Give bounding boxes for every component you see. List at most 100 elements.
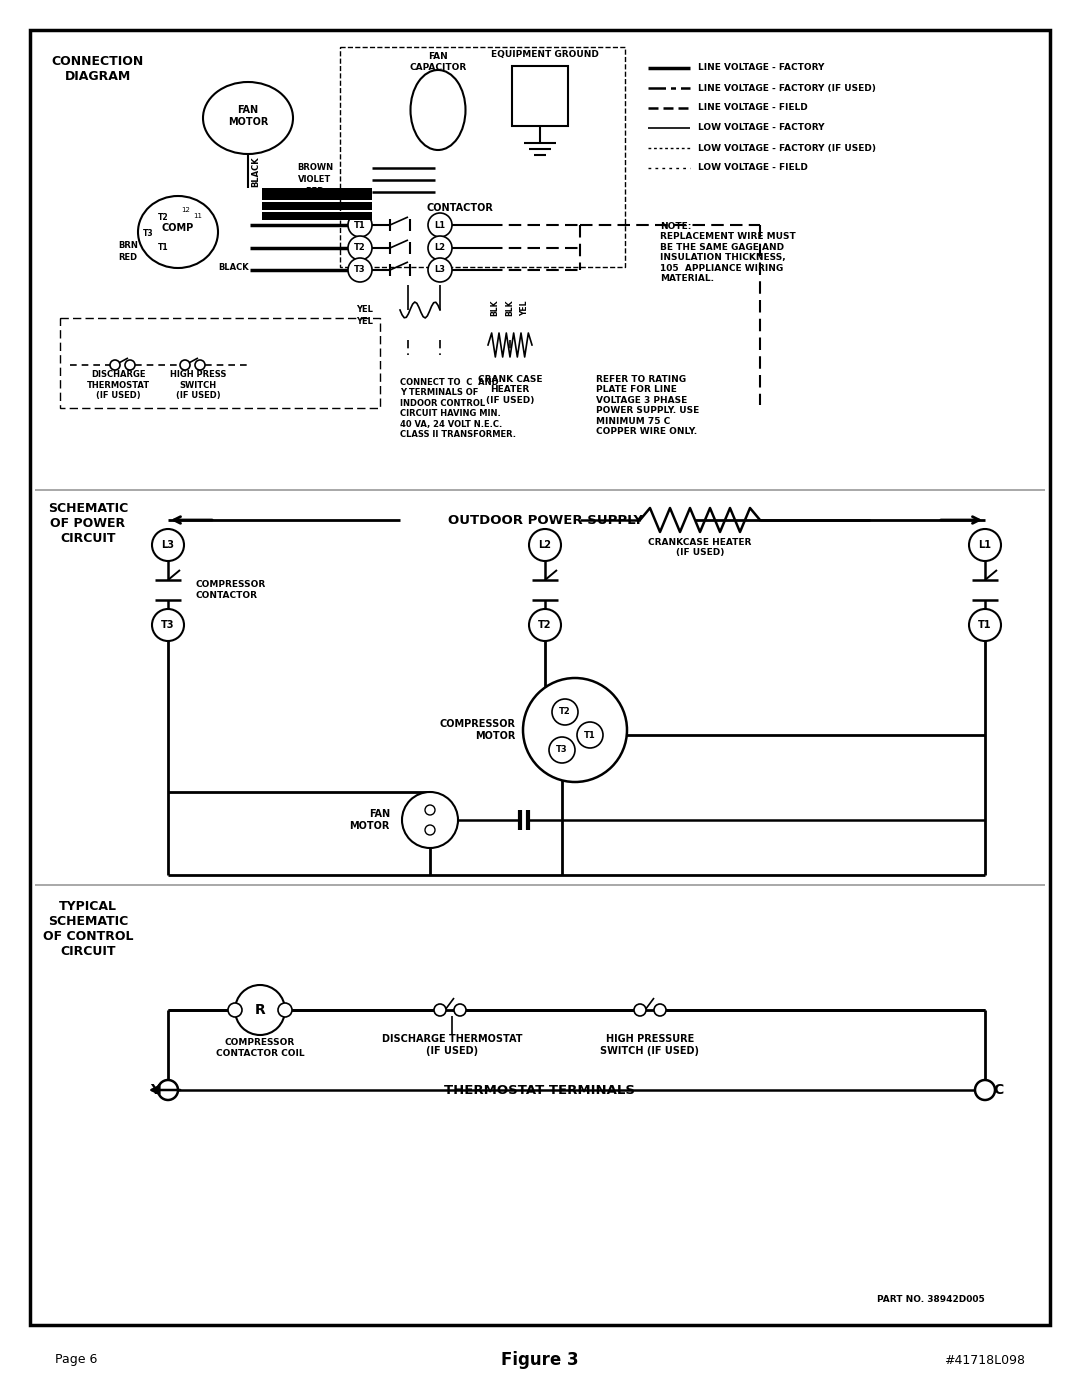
Text: DISCHARGE THERMOSTAT
(IF USED): DISCHARGE THERMOSTAT (IF USED) xyxy=(381,1034,523,1056)
Circle shape xyxy=(426,805,435,814)
Circle shape xyxy=(523,678,627,782)
Text: EQUIPMENT GROUND: EQUIPMENT GROUND xyxy=(491,50,599,60)
Text: L2: L2 xyxy=(434,243,446,253)
Text: T2: T2 xyxy=(538,620,552,630)
Text: DISCHARGE
THERMOSTAT
(IF USED): DISCHARGE THERMOSTAT (IF USED) xyxy=(86,370,149,400)
Text: T1: T1 xyxy=(158,243,168,253)
Circle shape xyxy=(969,609,1001,641)
Text: T3: T3 xyxy=(354,265,366,274)
Text: CONNECTION
DIAGRAM: CONNECTION DIAGRAM xyxy=(52,54,144,82)
Text: LINE VOLTAGE - FIELD: LINE VOLTAGE - FIELD xyxy=(698,103,808,113)
Text: #41718L098: #41718L098 xyxy=(944,1354,1025,1366)
Circle shape xyxy=(577,722,603,747)
Bar xyxy=(60,319,380,408)
Text: L3: L3 xyxy=(434,265,446,274)
Text: YEL: YEL xyxy=(356,306,374,314)
Text: T3: T3 xyxy=(556,746,568,754)
Text: FAN
CAPACITOR: FAN CAPACITOR xyxy=(409,52,467,71)
Text: Y: Y xyxy=(150,1083,160,1097)
Text: L2: L2 xyxy=(539,541,552,550)
Circle shape xyxy=(110,360,120,370)
Text: BRN: BRN xyxy=(118,240,138,250)
Circle shape xyxy=(180,360,190,370)
Bar xyxy=(262,212,372,219)
Bar xyxy=(340,47,625,267)
Text: RED: RED xyxy=(306,187,325,197)
Text: T1: T1 xyxy=(354,221,366,229)
Text: Page 6: Page 6 xyxy=(55,1354,97,1366)
Text: 12: 12 xyxy=(181,207,190,212)
Text: COMPRESSOR
CONTACTOR COIL: COMPRESSOR CONTACTOR COIL xyxy=(216,1038,305,1058)
Circle shape xyxy=(152,529,184,562)
Circle shape xyxy=(454,1004,465,1016)
Circle shape xyxy=(348,258,372,282)
Circle shape xyxy=(552,698,578,725)
Circle shape xyxy=(975,1080,995,1099)
Text: T1: T1 xyxy=(978,620,991,630)
Text: HIGH PRESSURE
SWITCH (IF USED): HIGH PRESSURE SWITCH (IF USED) xyxy=(600,1034,700,1056)
Circle shape xyxy=(428,212,453,237)
Circle shape xyxy=(235,985,285,1035)
Ellipse shape xyxy=(203,82,293,154)
Text: T1: T1 xyxy=(584,731,596,739)
Text: C: C xyxy=(993,1083,1003,1097)
Text: BLK: BLK xyxy=(505,300,514,316)
Circle shape xyxy=(549,738,575,763)
Ellipse shape xyxy=(138,196,218,268)
Circle shape xyxy=(434,1004,446,1016)
Text: LOW VOLTAGE - FIELD: LOW VOLTAGE - FIELD xyxy=(698,163,808,172)
Text: FAN
MOTOR: FAN MOTOR xyxy=(350,809,390,831)
Text: LOW VOLTAGE - FACTORY: LOW VOLTAGE - FACTORY xyxy=(698,123,824,133)
Text: T2: T2 xyxy=(559,707,571,717)
Circle shape xyxy=(402,792,458,848)
Circle shape xyxy=(228,1003,242,1017)
Text: T3: T3 xyxy=(143,229,153,237)
Text: NOTE:
REPLACEMENT WIRE MUST
BE THE SAME GAGE AND
INSULATION THICKNESS,
105  APPL: NOTE: REPLACEMENT WIRE MUST BE THE SAME … xyxy=(660,222,796,284)
Ellipse shape xyxy=(410,70,465,149)
Circle shape xyxy=(428,258,453,282)
Circle shape xyxy=(195,360,205,370)
Text: L3: L3 xyxy=(162,541,175,550)
Text: FAN
MOTOR: FAN MOTOR xyxy=(228,105,268,127)
Text: THERMOSTAT TERMINALS: THERMOSTAT TERMINALS xyxy=(445,1084,635,1097)
Text: COMP: COMP xyxy=(162,224,194,233)
Circle shape xyxy=(348,236,372,260)
Text: TYPICAL
SCHEMATIC
OF CONTROL
CIRCUIT: TYPICAL SCHEMATIC OF CONTROL CIRCUIT xyxy=(43,900,133,958)
Bar xyxy=(262,189,372,200)
Circle shape xyxy=(428,236,453,260)
Text: T3: T3 xyxy=(161,620,175,630)
Circle shape xyxy=(125,360,135,370)
Text: T2: T2 xyxy=(354,243,366,253)
Circle shape xyxy=(529,609,561,641)
Text: CRANK CASE
HEATER
(IF USED): CRANK CASE HEATER (IF USED) xyxy=(477,374,542,405)
Bar xyxy=(512,66,568,126)
Text: REFER TO RATING
PLATE FOR LINE
VOLTAGE 3 PHASE
POWER SUPPLY. USE
MINIMUM 75 C
CO: REFER TO RATING PLATE FOR LINE VOLTAGE 3… xyxy=(596,374,699,436)
Text: YEL: YEL xyxy=(521,300,529,316)
Text: LOW VOLTAGE - FACTORY (IF USED): LOW VOLTAGE - FACTORY (IF USED) xyxy=(698,144,876,152)
Text: PART NO. 38942D005: PART NO. 38942D005 xyxy=(877,1295,985,1305)
Circle shape xyxy=(969,529,1001,562)
Circle shape xyxy=(348,212,372,237)
Text: T2: T2 xyxy=(158,214,168,222)
Text: OUTDOOR POWER SUPPLY: OUTDOOR POWER SUPPLY xyxy=(447,514,643,527)
Text: COMPRESSOR
MOTOR: COMPRESSOR MOTOR xyxy=(438,719,515,740)
Text: Figure 3: Figure 3 xyxy=(501,1351,579,1369)
Text: HIGH PRESS
SWITCH
(IF USED): HIGH PRESS SWITCH (IF USED) xyxy=(170,370,226,400)
Text: L1: L1 xyxy=(434,221,446,229)
Text: BLACK: BLACK xyxy=(252,156,260,187)
Text: BLK: BLK xyxy=(490,300,499,316)
Text: CONNECT TO  C  AND
Y TERMINALS OF
INDOOR CONTROL
CIRCUIT HAVING MIN.
40 VA, 24 V: CONNECT TO C AND Y TERMINALS OF INDOOR C… xyxy=(400,379,516,439)
Circle shape xyxy=(529,529,561,562)
Circle shape xyxy=(278,1003,292,1017)
Circle shape xyxy=(158,1080,178,1099)
Text: LINE VOLTAGE - FACTORY (IF USED): LINE VOLTAGE - FACTORY (IF USED) xyxy=(698,84,876,92)
Text: CONTACTOR: CONTACTOR xyxy=(427,203,494,212)
Circle shape xyxy=(654,1004,666,1016)
Text: VIOLET: VIOLET xyxy=(298,176,332,184)
Text: YEL: YEL xyxy=(356,317,374,327)
Circle shape xyxy=(634,1004,646,1016)
Text: L1: L1 xyxy=(978,541,991,550)
Text: BROWN: BROWN xyxy=(297,163,333,172)
Text: 11: 11 xyxy=(193,212,203,219)
Text: R: R xyxy=(255,1003,266,1017)
